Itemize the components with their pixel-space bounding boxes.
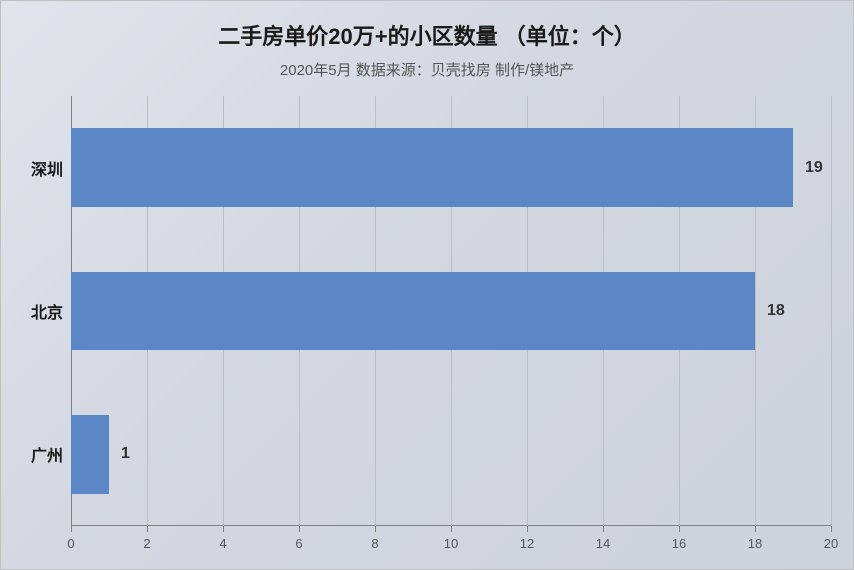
y-category-label: 北京 xyxy=(31,299,71,323)
chart-title: 二手房单价20万+的小区数量 （单位：个） xyxy=(1,1,853,51)
x-tick-mark xyxy=(527,526,528,532)
x-tick-label: 14 xyxy=(596,536,610,551)
x-tick-label: 12 xyxy=(520,536,534,551)
x-tick-label: 8 xyxy=(371,536,378,551)
x-tick-mark xyxy=(679,526,680,532)
bar xyxy=(71,272,755,351)
bar-value-label: 18 xyxy=(767,302,785,320)
x-tick-label: 20 xyxy=(824,536,838,551)
chart-subtitle: 2020年5月 数据来源：贝壳找房 制作/镁地产 xyxy=(1,51,853,80)
y-category-label: 广州 xyxy=(31,442,71,466)
bar-value-label: 1 xyxy=(121,445,130,463)
x-tick-label: 6 xyxy=(295,536,302,551)
x-tick-label: 10 xyxy=(444,536,458,551)
x-tick-mark xyxy=(831,526,832,532)
x-tick-mark xyxy=(375,526,376,532)
x-tick-mark xyxy=(147,526,148,532)
y-category-label: 深圳 xyxy=(31,156,71,180)
x-tick-mark xyxy=(603,526,604,532)
bar xyxy=(71,415,109,494)
x-tick-label: 16 xyxy=(672,536,686,551)
chart-container: 二手房单价20万+的小区数量 （单位：个） 2020年5月 数据来源：贝壳找房 … xyxy=(0,0,854,570)
x-tick-mark xyxy=(223,526,224,532)
x-tick-mark xyxy=(299,526,300,532)
x-tick-mark xyxy=(71,526,72,532)
gridline xyxy=(831,96,832,526)
x-tick-mark xyxy=(451,526,452,532)
bar xyxy=(71,128,793,207)
x-tick-mark xyxy=(755,526,756,532)
x-tick-label: 2 xyxy=(143,536,150,551)
x-tick-label: 4 xyxy=(219,536,226,551)
x-tick-label: 0 xyxy=(67,536,74,551)
bar-value-label: 19 xyxy=(805,159,823,177)
x-tick-label: 18 xyxy=(748,536,762,551)
plot-area: 02468101214161820深圳19北京18广州1 xyxy=(71,96,831,526)
